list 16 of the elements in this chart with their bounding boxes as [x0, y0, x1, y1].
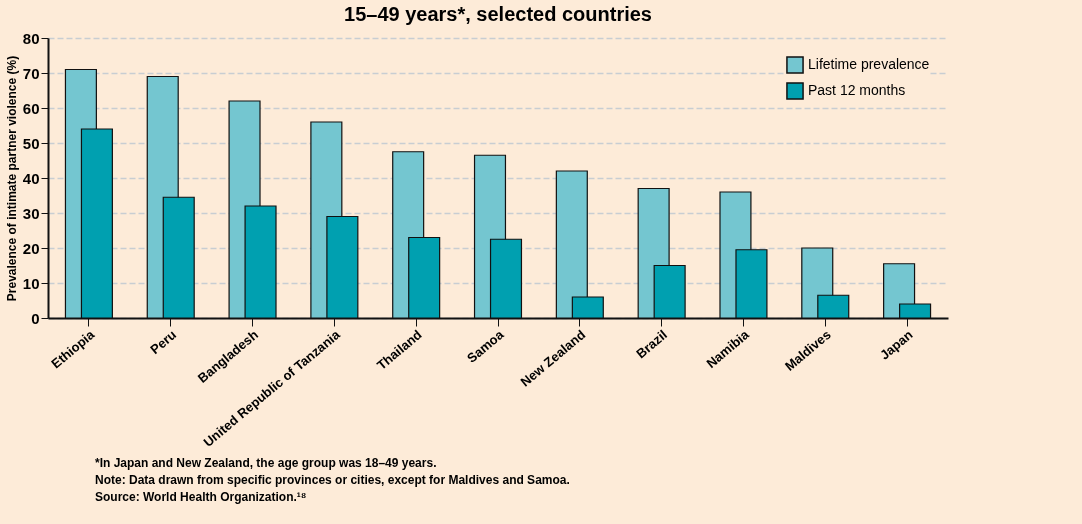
y-tick-label: 80	[22, 29, 40, 47]
y-tick-label: 10	[22, 274, 40, 292]
y-tick-label: 0	[31, 309, 40, 327]
y-tick-label: 50	[22, 134, 40, 152]
y-axis-title: Prevalence of intimate partner violence (%)	[4, 55, 19, 302]
text: Note: Data drawn from specific provinces or cities, except for Maldives and Samoa.	[95, 472, 571, 489]
legend-label: Past 12 months	[808, 82, 906, 98]
y-tick-label: 20	[22, 239, 40, 257]
legend-label: Lifetime prevalence	[808, 56, 930, 72]
y-tick-label: 60	[22, 99, 40, 117]
chart-title: 15–49 years*, selected countries	[344, 3, 652, 25]
y-tick-label: 30	[22, 204, 40, 222]
y-tick-label: 70	[22, 64, 40, 82]
source-note: Source: World Health Organization.¹⁸	[95, 489, 308, 506]
text: *In Japan and New Zealand, the age group was 18–49 years.	[95, 455, 438, 472]
y-tick-label: 40	[22, 169, 40, 187]
